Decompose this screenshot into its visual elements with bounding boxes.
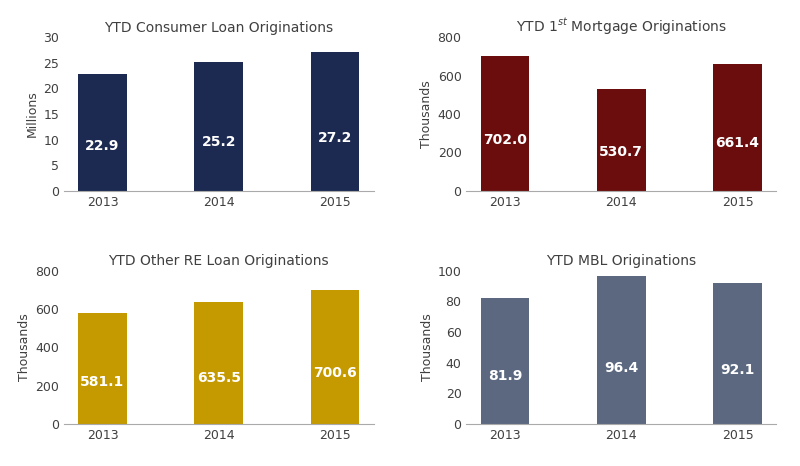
Text: 581.1: 581.1 <box>80 375 125 389</box>
Y-axis label: Thousands: Thousands <box>18 314 31 381</box>
Bar <box>310 52 359 191</box>
Bar <box>78 313 127 424</box>
Title: YTD 1$^{st}$ Mortgage Originations: YTD 1$^{st}$ Mortgage Originations <box>516 17 726 37</box>
Bar <box>597 276 646 424</box>
Y-axis label: Thousands: Thousands <box>421 80 434 148</box>
Text: 661.4: 661.4 <box>715 136 759 150</box>
Title: YTD Other RE Loan Originations: YTD Other RE Loan Originations <box>109 254 329 268</box>
Bar <box>597 89 646 191</box>
Text: 27.2: 27.2 <box>318 131 352 145</box>
Bar <box>310 290 359 424</box>
Y-axis label: Millions: Millions <box>26 91 39 137</box>
Text: 25.2: 25.2 <box>202 135 236 149</box>
Bar <box>78 74 127 191</box>
Bar <box>481 56 530 191</box>
Text: 81.9: 81.9 <box>488 369 522 384</box>
Text: 96.4: 96.4 <box>604 361 638 375</box>
Title: YTD MBL Originations: YTD MBL Originations <box>546 254 696 268</box>
Bar <box>481 298 530 424</box>
Bar <box>713 283 762 424</box>
Y-axis label: Thousands: Thousands <box>421 314 434 381</box>
Text: 22.9: 22.9 <box>86 139 120 153</box>
Text: 635.5: 635.5 <box>197 371 241 385</box>
Bar <box>713 64 762 191</box>
Bar <box>194 302 243 424</box>
Title: YTD Consumer Loan Originations: YTD Consumer Loan Originations <box>104 21 334 35</box>
Text: 92.1: 92.1 <box>720 363 754 377</box>
Bar <box>194 62 243 191</box>
Text: 702.0: 702.0 <box>483 133 527 147</box>
Text: 530.7: 530.7 <box>599 145 643 159</box>
Text: 700.6: 700.6 <box>313 366 357 380</box>
